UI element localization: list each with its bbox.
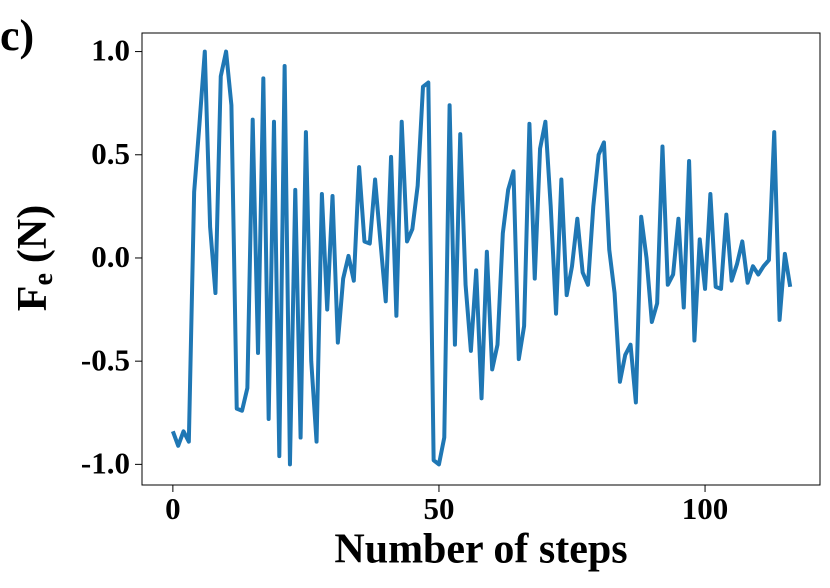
- y-tick-label: 0.5: [91, 136, 130, 171]
- y-axis-label-sub: e: [28, 273, 59, 285]
- y-tick-label: 0.0: [91, 239, 130, 274]
- data-line: [170, 49, 793, 467]
- y-tick-label: -1.0: [81, 445, 130, 480]
- y-tick-label: 1.0: [91, 33, 130, 68]
- x-tick-label: 0: [165, 491, 181, 526]
- x-tick-label: 100: [682, 491, 729, 526]
- x-axis-label: Number of steps: [334, 527, 627, 573]
- y-axis-label-main: F: [10, 286, 56, 312]
- annotation: c): [0, 11, 34, 60]
- y-axis-label-unit: (N): [10, 205, 56, 263]
- y-tick-label: -0.5: [81, 342, 130, 377]
- plot-frame: [141, 32, 821, 486]
- x-tick-label: 50: [423, 491, 454, 526]
- y-axis-label: Fe (N): [10, 205, 60, 311]
